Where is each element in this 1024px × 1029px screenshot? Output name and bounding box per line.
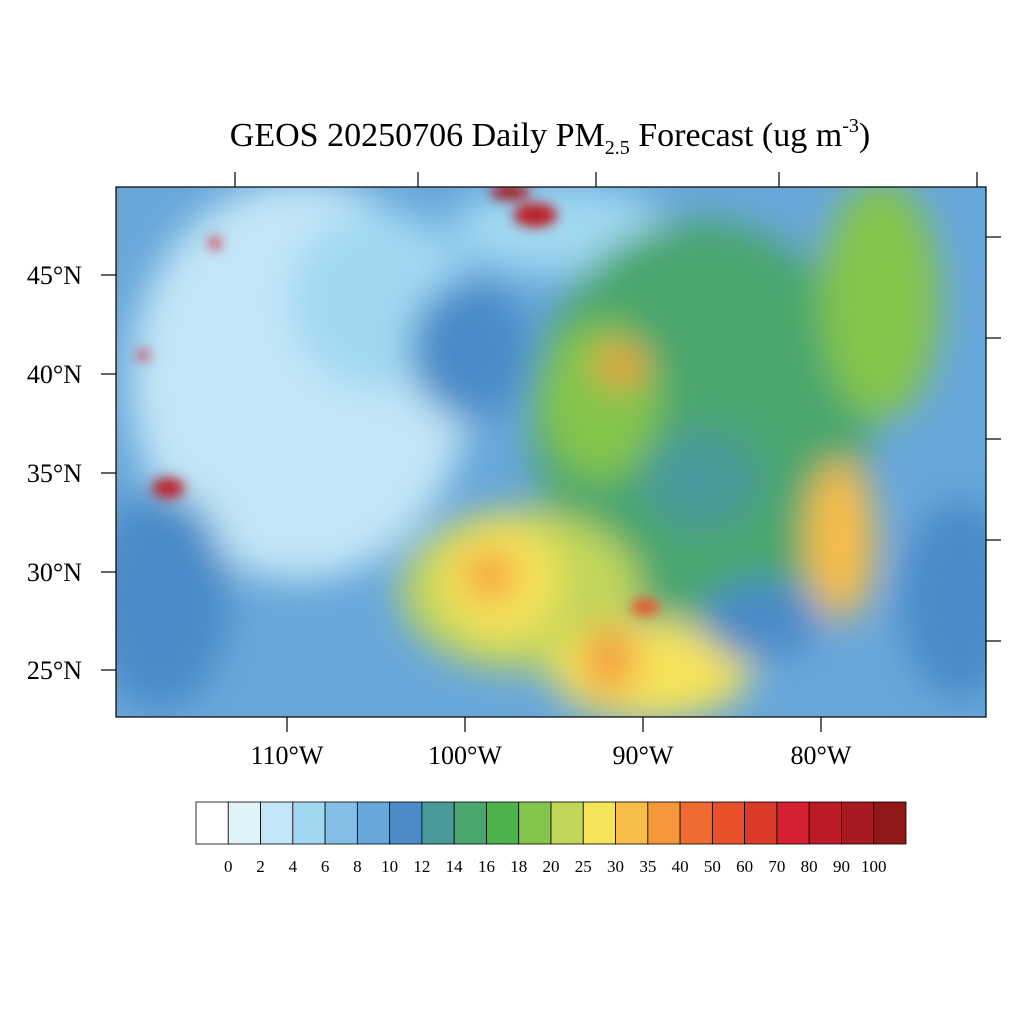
colorbar-label: 70	[768, 857, 785, 876]
colorbar-label: 2	[256, 857, 265, 876]
colorbar-label: 4	[289, 857, 298, 876]
colorbar-label: 90	[833, 857, 850, 876]
latitude-label: 40°N	[27, 360, 82, 389]
longitude-label: 100°W	[428, 741, 502, 770]
map-frame	[115, 186, 987, 718]
longitude-label: 110°W	[251, 741, 324, 770]
colorbar-box	[292, 801, 326, 845]
colorbar-label: 10	[381, 857, 398, 876]
colorbar-box	[615, 801, 649, 845]
colorbar-box	[389, 801, 423, 845]
colorbar-label: 0	[224, 857, 233, 876]
colorbar-label: 12	[413, 857, 430, 876]
colorbar-box	[744, 801, 778, 845]
colorbar-label: 60	[736, 857, 753, 876]
colorbar-label: 80	[801, 857, 818, 876]
colorbar-label: 20	[543, 857, 560, 876]
colorbar-box	[808, 801, 842, 845]
longitude-label: 90°W	[613, 741, 674, 770]
colorbar-label: 25	[575, 857, 592, 876]
colorbar-label: 30	[607, 857, 624, 876]
colorbar-label: 8	[353, 857, 362, 876]
latitude-label: 25°N	[27, 656, 82, 685]
colorbar-box	[227, 801, 261, 845]
colorbar-box	[195, 801, 229, 845]
colorbar-label: 16	[478, 857, 495, 876]
colorbar-label: 18	[510, 857, 527, 876]
colorbar-box	[324, 801, 358, 845]
colorbar-box	[873, 801, 907, 845]
colorbar-box	[421, 801, 455, 845]
colorbar-box	[776, 801, 810, 845]
map-title: GEOS 20250706 Daily PM2.5 Forecast (ug m…	[230, 115, 870, 159]
latitude-label: 30°N	[27, 558, 82, 587]
colorbar-box	[647, 801, 681, 845]
colorbar-label: 14	[446, 857, 464, 876]
concentration-field	[116, 187, 986, 717]
colorbar-label: 100	[861, 857, 887, 876]
colorbar-box	[582, 801, 616, 845]
frame-ticks	[101, 172, 1001, 732]
colorbar-label: 40	[672, 857, 689, 876]
colorbar-label: 6	[321, 857, 330, 876]
colorbar-label: 35	[639, 857, 656, 876]
latitude-label: 35°N	[27, 459, 82, 488]
colorbar-box	[486, 801, 520, 845]
longitude-label: 80°W	[791, 741, 852, 770]
colorbar-box	[550, 801, 584, 845]
latitude-label: 45°N	[27, 261, 82, 290]
colorbar-box	[679, 801, 713, 845]
colorbar-box	[518, 801, 552, 845]
colorbar-box	[260, 801, 294, 845]
colorbar-box	[711, 801, 746, 845]
colorbar-box	[841, 801, 875, 845]
colorbar-label: 50	[704, 857, 721, 876]
colorbar-box	[356, 801, 391, 845]
colorbar-box	[453, 801, 487, 845]
